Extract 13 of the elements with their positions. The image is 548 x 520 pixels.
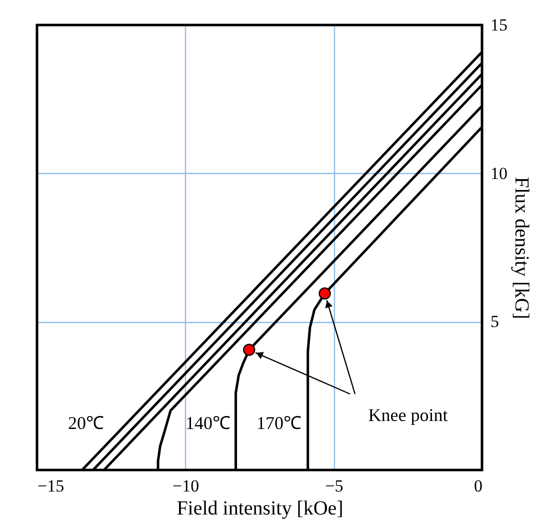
x-tick-label: −5: [325, 476, 344, 496]
y-tick-label: 10: [490, 164, 508, 183]
annotation: Knee point: [368, 405, 448, 425]
x-tick-label: −15: [38, 476, 64, 496]
y-axis-title: Flux density [kG]: [510, 176, 532, 320]
y-tick-label: 5: [490, 312, 499, 332]
annotation: 140℃: [186, 413, 230, 433]
x-tick-label: −10: [172, 476, 200, 496]
x-axis-title: Field intensity [kOe]: [176, 498, 344, 520]
annotation: 20℃: [68, 413, 104, 433]
y-tick-label: 15: [490, 16, 508, 34]
x-tick-label: 0: [474, 476, 482, 496]
annotation: 170℃: [256, 413, 302, 433]
